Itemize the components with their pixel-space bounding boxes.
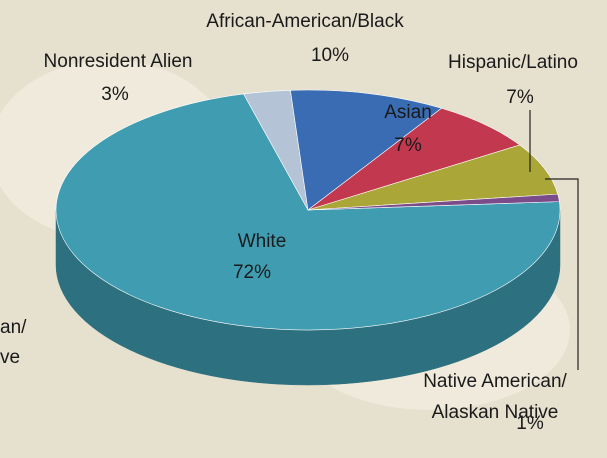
pie-tops (56, 90, 560, 330)
slice-label: Nonresident Alien (44, 51, 193, 72)
slice-label: Hispanic/Latino (448, 52, 578, 73)
value-label: 7% (506, 87, 534, 108)
value-label: 3% (101, 84, 129, 105)
background-text: ve (0, 347, 20, 368)
value-label: 1% (516, 413, 544, 434)
value-label: 10% (311, 45, 349, 66)
value-label: 72% (233, 262, 271, 283)
slice-label: African-American/Black (206, 11, 404, 32)
slice-label: Asian (384, 102, 432, 123)
background-text: an/ (0, 317, 27, 338)
slice-label: White (238, 231, 287, 252)
value-label: 7% (394, 135, 422, 156)
chart: an/ ve White 72% Nonresident Alien 3% Africa… (0, 0, 607, 458)
